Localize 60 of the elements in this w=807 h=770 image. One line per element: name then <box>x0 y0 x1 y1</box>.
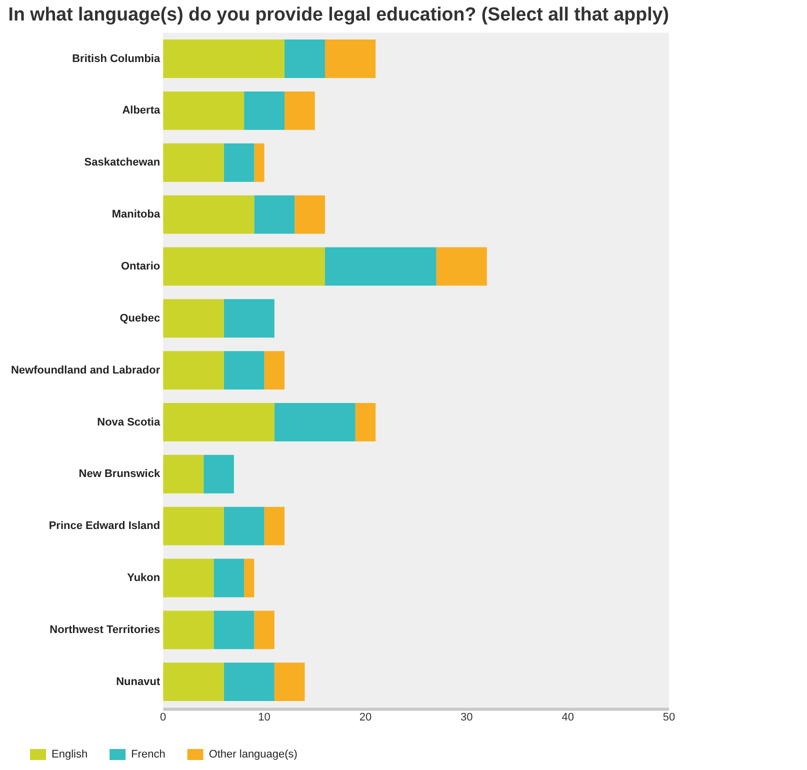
bar <box>244 558 254 598</box>
bar <box>204 454 234 494</box>
y-tick-label: Newfoundland and Labrador <box>10 364 161 376</box>
bar <box>224 662 274 702</box>
bar <box>284 91 315 130</box>
bar <box>224 143 254 182</box>
bar <box>324 247 436 286</box>
bar <box>224 506 264 546</box>
bar <box>436 247 487 286</box>
x-tick-label: 20 <box>359 711 372 724</box>
bar <box>163 454 204 494</box>
bar <box>163 403 274 442</box>
bar <box>254 143 264 182</box>
y-tick-label: Prince Edward Island <box>48 520 160 532</box>
x-tick-label: 40 <box>562 711 574 724</box>
legend-label: English <box>52 748 88 761</box>
bar <box>294 195 325 234</box>
bar <box>163 558 214 598</box>
x-tick-label: 30 <box>460 711 473 724</box>
bar <box>274 662 305 702</box>
chart-title: In what language(s) do you provide legal education? (Select all that apply) <box>8 4 669 26</box>
y-tick-label: Manitoba <box>112 208 161 221</box>
bar <box>254 195 295 234</box>
bar <box>224 299 274 338</box>
x-tick-label: 0 <box>160 711 166 724</box>
bar <box>214 610 254 650</box>
bar <box>264 351 285 390</box>
y-tick-label: British Columbia <box>72 52 161 65</box>
y-tick-label: Nova Scotia <box>97 416 161 428</box>
x-tick-label: 50 <box>662 711 676 724</box>
bar <box>274 403 356 442</box>
bar <box>163 195 254 234</box>
bar <box>244 91 285 130</box>
y-tick-label: Nunavut <box>116 676 160 688</box>
x-tick-label: 10 <box>258 711 270 724</box>
bar <box>264 506 285 546</box>
y-tick-label: New Brunswick <box>78 468 161 480</box>
bar <box>163 143 224 182</box>
y-tick-label: Northwest Territories <box>50 624 160 636</box>
bar <box>163 91 244 130</box>
y-tick-label: Yukon <box>127 572 160 584</box>
y-tick-label: Ontario <box>120 260 160 272</box>
bar <box>163 247 325 286</box>
bar <box>163 506 224 546</box>
bar <box>214 558 244 598</box>
legend-label: Other language(s) <box>208 748 298 761</box>
legend-label: French <box>131 748 166 761</box>
y-tick-label: Quebec <box>120 312 160 324</box>
bar <box>163 662 224 702</box>
y-tick-label: Saskatchewan <box>84 156 160 169</box>
bar <box>355 403 376 442</box>
bar <box>163 299 224 338</box>
bar <box>224 351 264 390</box>
bar <box>254 610 274 650</box>
bar <box>163 351 224 390</box>
bar <box>163 610 214 650</box>
bar <box>163 40 285 78</box>
bar <box>284 40 325 78</box>
bar <box>324 40 376 78</box>
y-tick-label: Alberta <box>122 104 161 117</box>
